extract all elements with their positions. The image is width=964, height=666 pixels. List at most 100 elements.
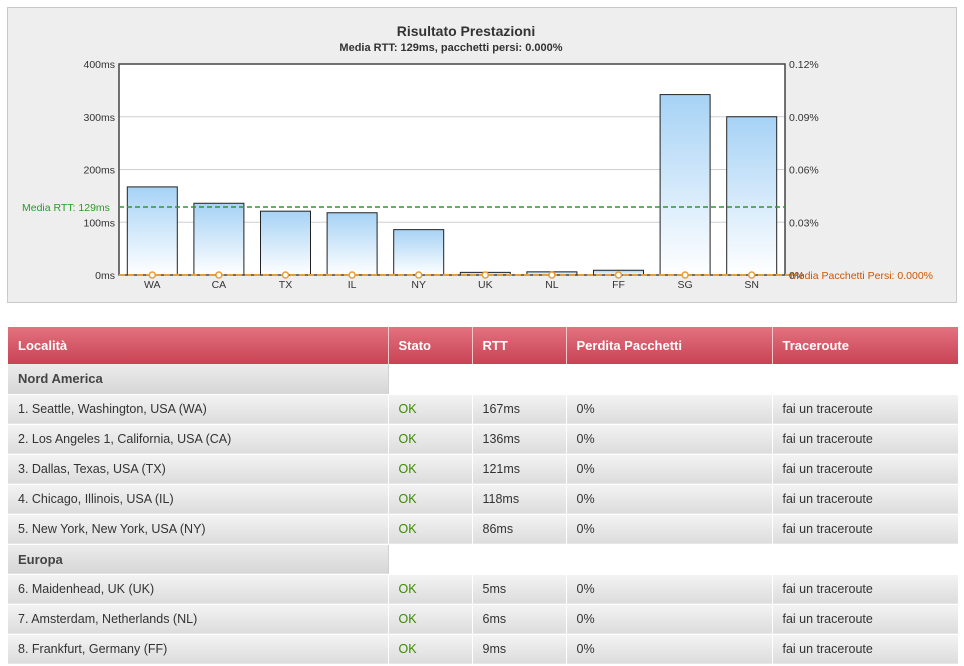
column-header[interactable]: RTT [472, 327, 567, 364]
packet-loss-cell: 0% [566, 574, 773, 605]
traceroute-link[interactable]: fai un traceroute [772, 604, 958, 635]
rtt-cell: 121ms [472, 454, 567, 485]
x-tick-label: TX [279, 279, 292, 291]
column-header[interactable]: Traceroute [772, 327, 958, 364]
rtt-cell: 136ms [472, 424, 567, 455]
x-tick-label: UK [478, 279, 493, 291]
packet-loss-cell: 0% [566, 454, 773, 485]
column-header[interactable]: Località [8, 327, 389, 364]
location-cell: 5. New York, New York, USA (NY) [8, 514, 389, 545]
traceroute-link[interactable]: fai un traceroute [772, 634, 958, 665]
location-cell: 1. Seattle, Washington, USA (WA) [8, 394, 389, 425]
status-cell: OK [388, 484, 473, 515]
status-cell: OK [388, 574, 473, 605]
status-cell: OK [388, 514, 473, 545]
rtt-cell: 167ms [472, 394, 567, 425]
traceroute-link[interactable]: fai un traceroute [772, 514, 958, 545]
region-spacer [388, 364, 958, 395]
packet-loss-point [281, 271, 290, 279]
packet-loss-point [414, 271, 423, 279]
status-cell: OK [388, 634, 473, 665]
status-cell: OK [388, 604, 473, 635]
chart-title: Risultato Prestazioni [397, 23, 535, 39]
chart-subtitle: Media RTT: 129ms, pacchetti persi: 0.000… [339, 42, 562, 54]
traceroute-link[interactable]: fai un traceroute [772, 484, 958, 515]
location-cell: 8. Frankfurt, Germany (FF) [8, 634, 389, 665]
packet-loss-cell: 0% [566, 634, 773, 665]
y-right-tick-label: 0.03% [789, 217, 819, 229]
x-tick-label: NL [545, 279, 559, 291]
location-cell: 3. Dallas, Texas, USA (TX) [8, 454, 389, 485]
table-row: 2. Los Angeles 1, California, USA (CA) OK… [8, 424, 958, 455]
traceroute-link[interactable]: fai un traceroute [772, 574, 958, 605]
y-right-tick-label: 0.06% [789, 165, 819, 177]
traceroute-link[interactable]: fai un traceroute [772, 424, 958, 455]
rtt-bar-tx [260, 210, 311, 276]
table-row: 6. Maidenhead, UK (UK) OK 5ms 0% fai un trac… [8, 574, 958, 605]
table-row: 4. Chicago, Illinois, USA (IL) OK 118ms 0% f… [8, 484, 958, 515]
rtt-cell: 118ms [472, 484, 567, 515]
y-right-tick-label: 0% [789, 270, 804, 282]
table-row: 3. Dallas, Texas, USA (TX) OK 121ms 0% fai u… [8, 454, 958, 485]
x-tick-label: NY [411, 279, 426, 291]
packet-loss-cell: 0% [566, 604, 773, 635]
average-loss-label: Media Pacchetti Persi: 0.000% [790, 270, 933, 282]
packet-loss-point [481, 271, 490, 279]
rtt-bar-ny [393, 229, 445, 276]
packet-loss-point [614, 271, 623, 279]
y-left-tick-label: 200ms [83, 165, 115, 177]
table-row: 1. Seattle, Washington, USA (WA) OK 167ms 0… [8, 394, 958, 425]
region-name: Europa [8, 544, 389, 575]
status-cell: OK [388, 394, 473, 425]
x-tick-label: IL [348, 279, 357, 291]
x-tick-label: WA [144, 279, 161, 291]
results-table: Località Stato RTT Perdita Pacchetti Tracero… [8, 327, 958, 665]
packet-loss-cell: 0% [566, 514, 773, 545]
rtt-bar-wa [126, 186, 178, 276]
packet-loss-point [681, 271, 689, 279]
rtt-cell: 86ms [472, 514, 567, 545]
rtt-bar-sg [659, 94, 711, 276]
region-row: Europa [8, 544, 958, 575]
rtt-cell: 5ms [472, 574, 567, 605]
packet-loss-point [747, 271, 756, 279]
table-header-row: Località Stato RTT Perdita Pacchetti Tracero… [8, 327, 958, 364]
x-tick-label: SG [678, 279, 693, 291]
column-header[interactable]: Stato [388, 327, 473, 364]
packet-loss-cell: 0% [566, 394, 773, 425]
rtt-cell: 6ms [472, 604, 567, 635]
x-tick-label: SN [744, 279, 759, 291]
packet-loss-point [548, 271, 556, 279]
x-tick-label: FF [612, 279, 625, 291]
y-left-tick-label: 400ms [83, 59, 115, 71]
y-right-tick-label: 0.12% [789, 59, 819, 71]
table-body: Nord America 1. Seattle, Washington, USA … [8, 364, 958, 665]
table-row: 8. Frankfurt, Germany (FF) OK 9ms 0% fai un … [8, 634, 958, 665]
rtt-bar-ca [193, 202, 245, 276]
column-header[interactable]: Perdita Pacchetti [566, 327, 773, 364]
location-cell: 2. Los Angeles 1, California, USA (CA) [8, 424, 389, 455]
y-right-tick-label: 0.09% [789, 112, 819, 124]
location-cell: 7. Amsterdam, Netherlands (NL) [8, 604, 389, 635]
x-tick-label: CA [212, 279, 227, 291]
packet-loss-point [348, 271, 356, 279]
y-left-tick-label: 300ms [83, 112, 115, 124]
packet-loss-cell: 0% [566, 484, 773, 515]
packet-loss-point [148, 271, 157, 279]
average-rtt-label: Media RTT: 129ms [22, 202, 110, 214]
status-cell: OK [388, 454, 473, 485]
performance-chart-panel: Risultato Prestazioni Media RTT: 129ms, … [7, 7, 957, 303]
traceroute-link[interactable]: fai un traceroute [772, 394, 958, 425]
region-name: Nord America [8, 364, 389, 395]
table-row: 5. New York, New York, USA (NY) OK 86ms 0% f… [8, 514, 958, 545]
performance-chart: Risultato Prestazioni Media RTT: 129ms, … [22, 23, 933, 291]
traceroute-link[interactable]: fai un traceroute [772, 454, 958, 485]
location-cell: 4. Chicago, Illinois, USA (IL) [8, 484, 389, 515]
status-cell: OK [388, 424, 473, 455]
rtt-cell: 9ms [472, 634, 567, 665]
table-row: 7. Amsterdam, Netherlands (NL) OK 6ms 0% fai… [8, 604, 958, 635]
region-spacer [388, 544, 958, 575]
y-left-tick-label: 100ms [83, 217, 115, 229]
rtt-bar-il [326, 212, 378, 276]
packet-loss-point [215, 271, 223, 279]
